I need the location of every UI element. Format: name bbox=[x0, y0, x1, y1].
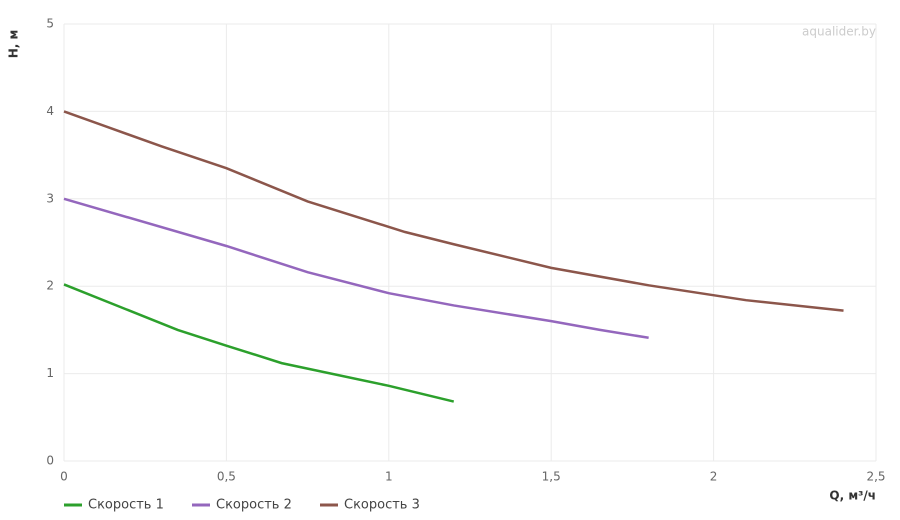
series-line bbox=[63, 197, 649, 340]
x-tick-label: 0,5 bbox=[217, 470, 236, 484]
x-tick-label: 2 bbox=[710, 470, 718, 484]
series-line bbox=[63, 110, 844, 312]
x-axis-label: Q, м³/ч bbox=[829, 489, 876, 503]
legend-label: Скорость 2 bbox=[216, 498, 292, 513]
legend-label: Скорость 1 bbox=[88, 498, 164, 513]
y-tick-label: 1 bbox=[46, 366, 54, 380]
y-axis-label: H, м bbox=[7, 30, 21, 59]
x-tick-label: 1,5 bbox=[542, 470, 561, 484]
y-tick-label: 0 bbox=[46, 454, 54, 468]
plot: 0 1 2 3 4 5 0 0,5 1 1,5 2 2,5 Скорость 1 Скорость 2 Ск… bbox=[46, 17, 885, 513]
x-tick-label: 0 bbox=[60, 470, 68, 484]
y-tick-label: 4 bbox=[46, 104, 54, 118]
y-tick-label: 5 bbox=[46, 17, 54, 31]
y-tick-label: 2 bbox=[46, 279, 54, 293]
legend-label: Скорость 3 bbox=[344, 498, 420, 513]
x-tick-label: 1 bbox=[385, 470, 393, 484]
watermark: aqualider.by bbox=[802, 25, 876, 39]
y-tick-label: 3 bbox=[46, 191, 54, 205]
series-line bbox=[63, 283, 455, 403]
x-tick-label: 2,5 bbox=[866, 470, 885, 484]
